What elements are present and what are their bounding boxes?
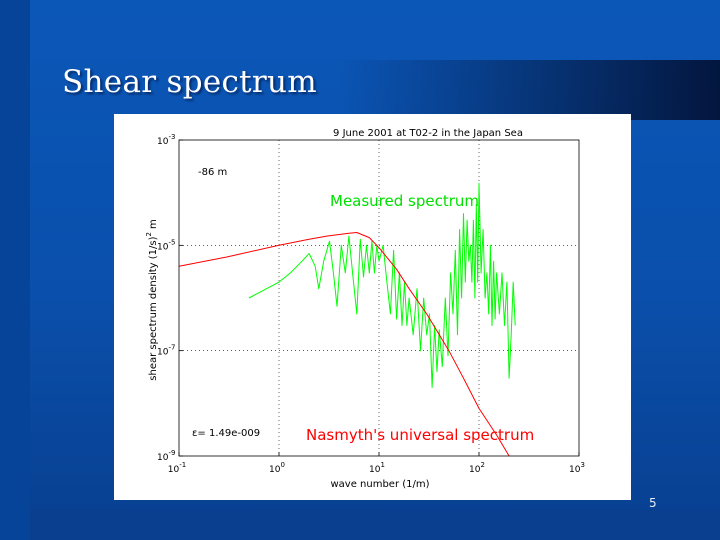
x-tick-exponent: 2 <box>480 461 484 469</box>
y-axis-label-tail: m <box>148 219 159 229</box>
measured-spectrum-line <box>248 182 516 388</box>
y-tick-exponent: -9 <box>168 449 175 457</box>
epsilon-annotation: ε= 1.49e-009 <box>192 428 260 439</box>
y-axis-label: shear spectrum density (1/s)2 m <box>145 219 159 380</box>
y-tick-exponent: -5 <box>168 238 175 246</box>
slide-title: Shear spectrum <box>62 64 318 100</box>
left-band <box>0 0 30 540</box>
x-tick-exponent: 1 <box>380 461 384 469</box>
figure-background <box>114 114 631 500</box>
y-axis-label-sup: 2 <box>145 232 153 236</box>
chart-figure: 10-1 100 101 102 103 10-9 10-7 10-5 10-3 9 June … <box>114 114 631 500</box>
title-bar <box>30 60 720 120</box>
y-tick-exponent: -7 <box>168 344 175 352</box>
y-tick-exponent: -3 <box>168 133 175 141</box>
x-tick-exponent: 0 <box>280 461 284 469</box>
chart-title: 9 June 2001 at T02-2 in the Japan Sea <box>333 128 523 139</box>
nasmyth-spectrum-line <box>178 232 510 457</box>
depth-annotation: -86 m <box>198 167 227 178</box>
slide-number: 5 <box>649 496 657 510</box>
measured-spectrum-label: Measured spectrum <box>330 192 479 210</box>
x-tick-exponent: -1 <box>179 461 186 469</box>
series-layer <box>178 182 516 457</box>
x-tick-exponent: 3 <box>580 461 584 469</box>
bottom-band <box>30 510 720 540</box>
nasmyth-spectrum-label: Nasmyth's universal spectrum <box>306 426 534 444</box>
y-axis-label-main: shear spectrum density (1/s) <box>148 236 159 380</box>
x-axis-label: wave number (1/m) <box>330 479 429 490</box>
